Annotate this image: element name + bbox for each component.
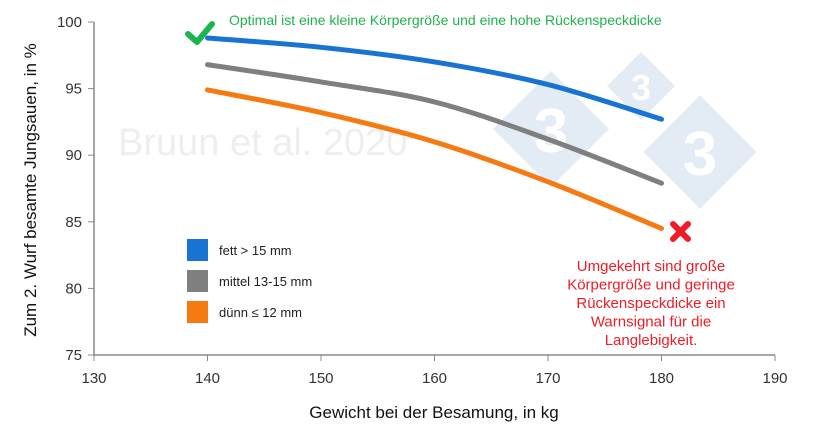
warning-annotation-line: Warnsignal für die [591, 314, 711, 331]
x-tick-label: 150 [308, 370, 333, 387]
warning-annotation-line: Umgekehrt sind große [577, 258, 725, 275]
y-tick-label: 95 [65, 81, 82, 98]
x-tick-label: 130 [81, 370, 106, 387]
cross-icon [670, 221, 691, 242]
series-lines [205, 35, 664, 231]
series-line-1 [205, 62, 664, 186]
y-tick-label: 75 [65, 347, 82, 364]
legend-label-0: fett > 15 mm [219, 243, 292, 258]
x-tick-label: 190 [762, 370, 787, 387]
svg-text:3: 3 [631, 67, 651, 108]
y-axis-label: Zum 2. Wurf besamte Jungsauen, in % [21, 43, 40, 337]
series-line-2 [205, 87, 664, 231]
y-tick-label: 80 [65, 280, 82, 297]
logo-333: 3 3 3 [493, 52, 757, 209]
warning-annotation-line: Rückenspeckdicke ein [576, 295, 725, 312]
legend-label-2: dünn ≤ 12 mm [219, 305, 302, 320]
legend-swatch-1 [187, 270, 208, 292]
y-tick-label: 90 [65, 147, 82, 164]
x-tick-label: 160 [422, 370, 447, 387]
legend-label-1: mittel 13-15 mm [219, 274, 312, 289]
x-axis-label: Gewicht bei der Besamung, in kg [309, 403, 558, 422]
y-tick-label: 100 [57, 14, 82, 31]
svg-text:3: 3 [534, 97, 568, 166]
optimal-annotation: Optimal ist eine kleine Körpergröße und … [229, 12, 662, 28]
x-tick-label: 170 [535, 370, 560, 387]
annotations: Optimal ist eine kleine Körpergröße und … [185, 12, 735, 349]
x-tick-label: 180 [649, 370, 674, 387]
y-tick-label: 85 [65, 214, 82, 231]
warning-annotation-line: Langlebigkeit. [605, 332, 698, 349]
axes: 75 80 85 90 95 100 130 140 150 160 170 180 190 [57, 14, 788, 387]
x-tick-label: 140 [195, 370, 220, 387]
series-line-0 [205, 35, 664, 122]
svg-text:3: 3 [683, 120, 717, 189]
watermark-text: Bruun et al. 2020 [118, 122, 407, 164]
legend-swatch-2 [187, 301, 208, 323]
warning-annotation-line: Körpergröße und geringe [567, 277, 735, 294]
legend-swatch-0 [187, 239, 208, 261]
legend: fett > 15 mm mittel 13-15 mm dünn ≤ 12 mm [187, 239, 312, 323]
check-icon [185, 21, 215, 45]
